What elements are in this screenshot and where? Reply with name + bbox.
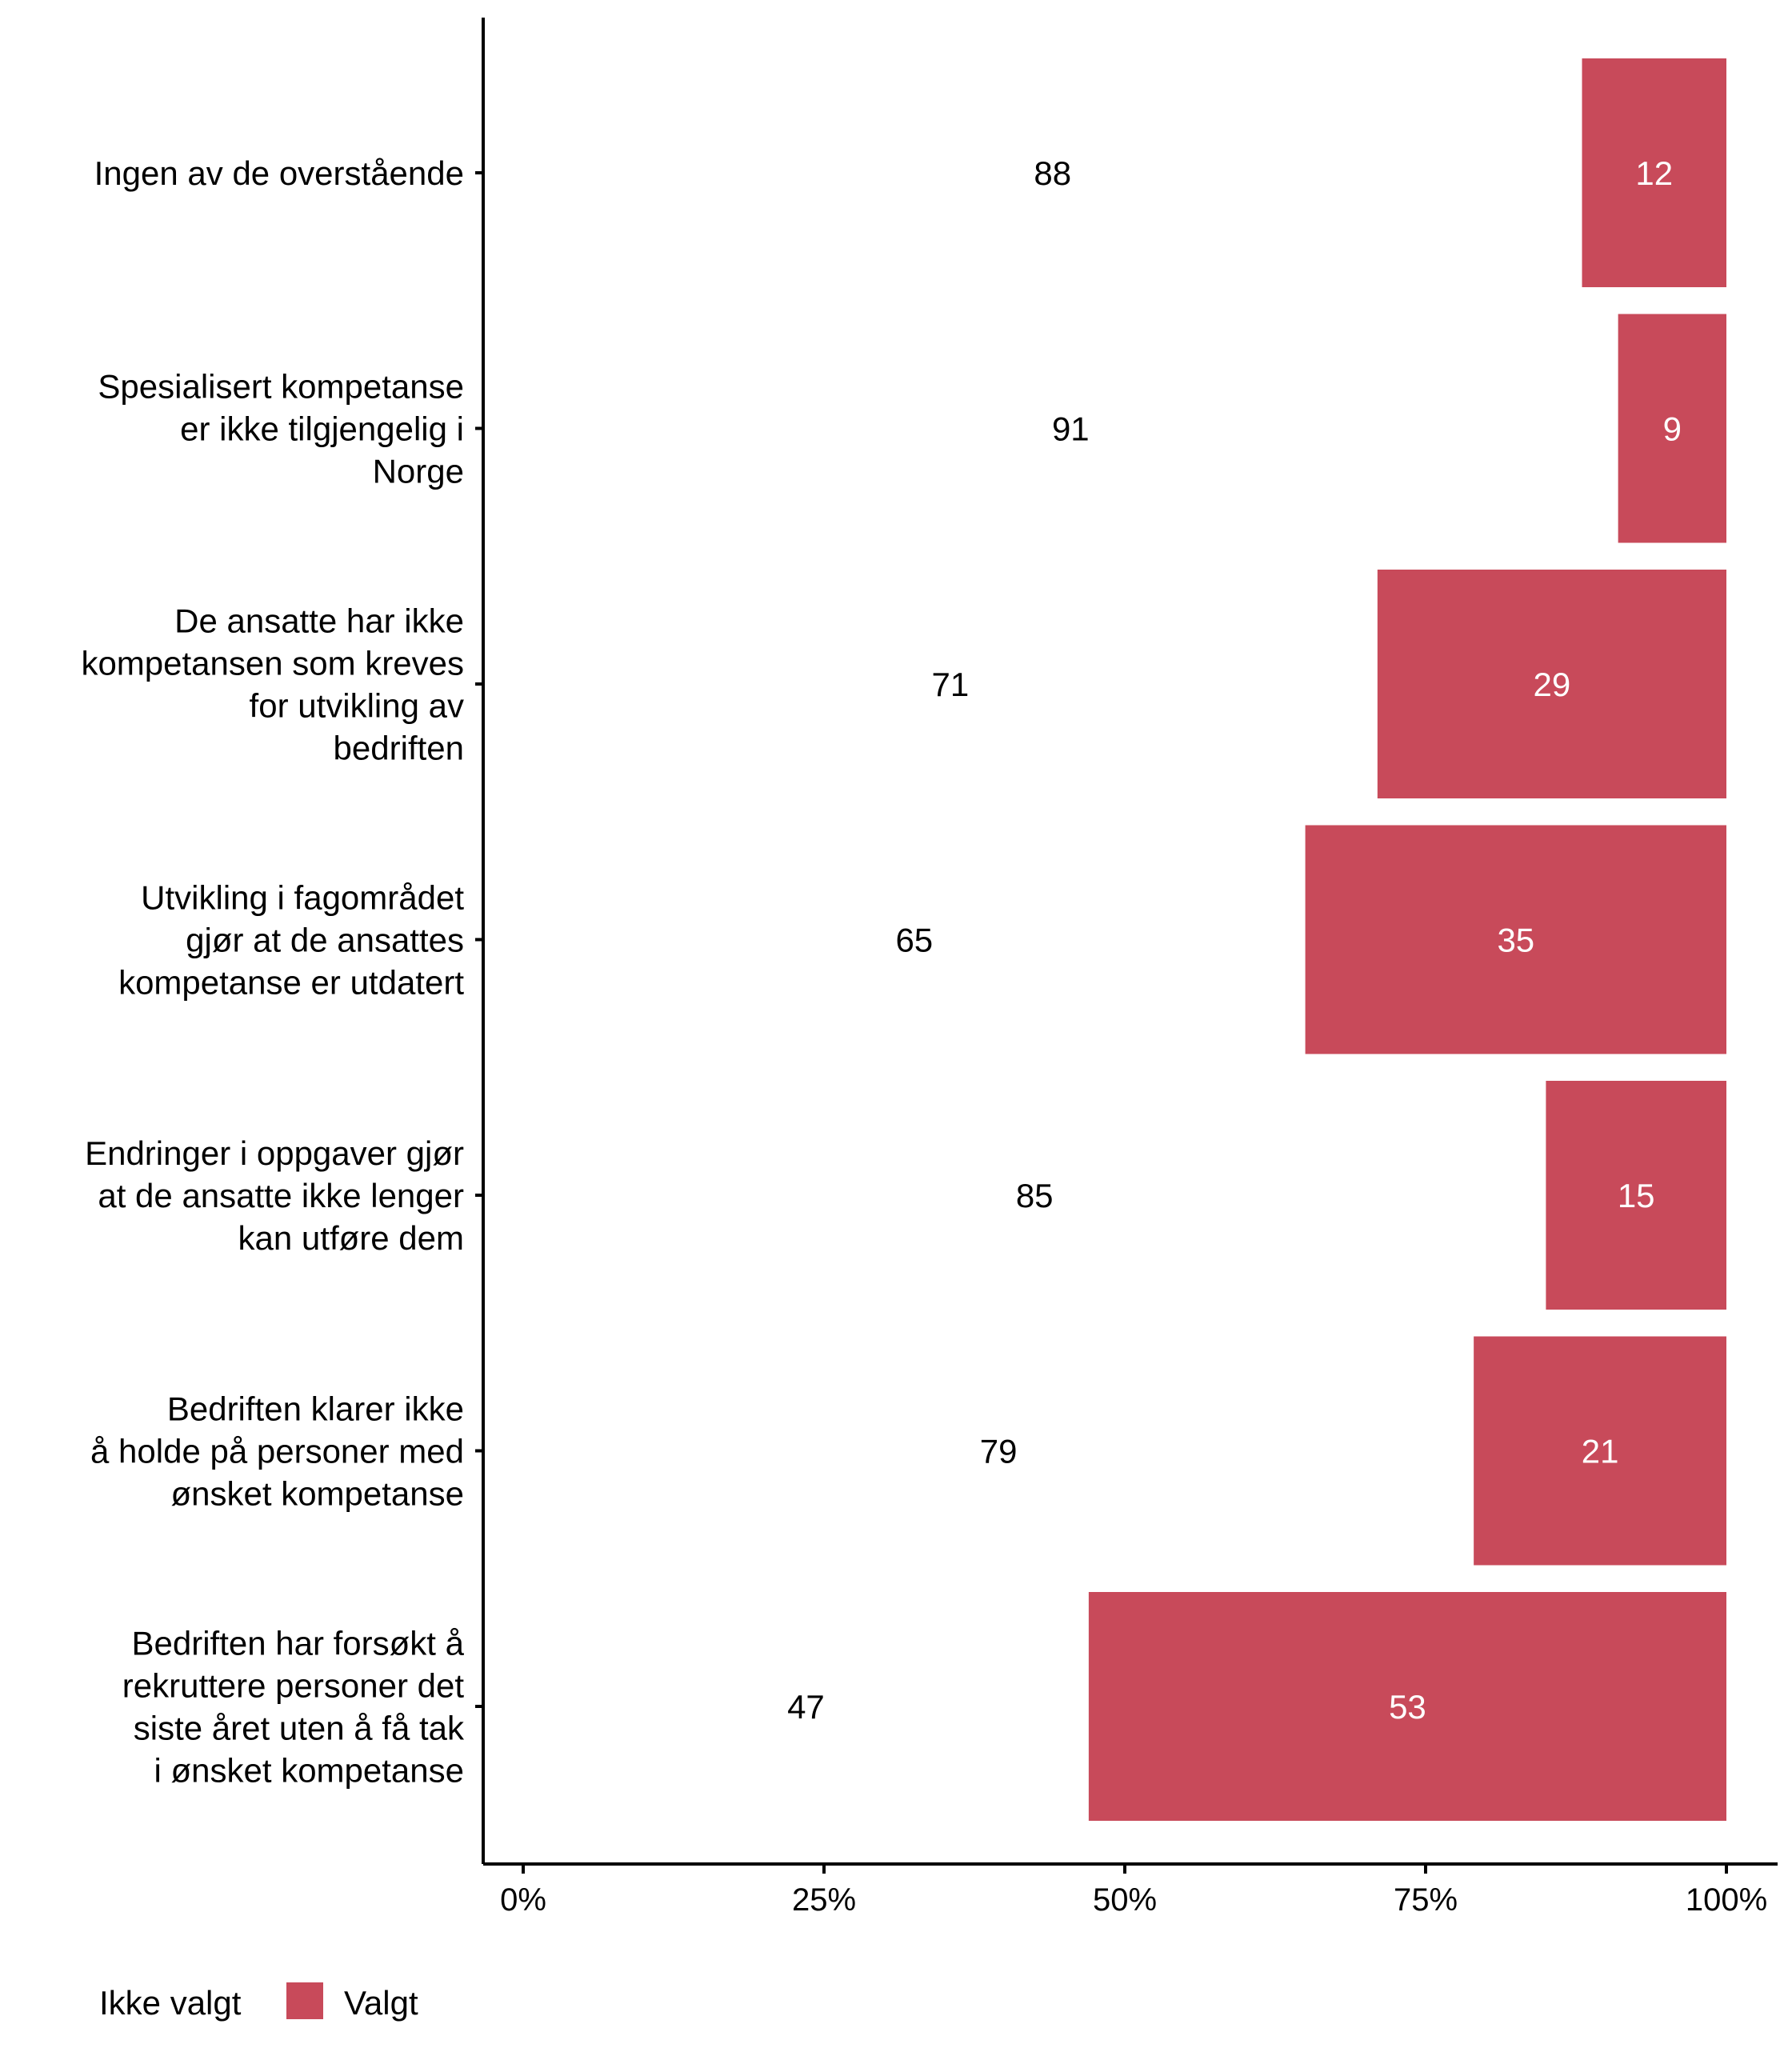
x-tick-label-0: 0%	[500, 1882, 546, 1918]
value-label-ikke-valgt-2: 71	[932, 666, 970, 703]
legend-title-label: Ikke valgt	[99, 1984, 242, 2022]
bar-valgt-2	[1377, 570, 1726, 798]
category-label-5: Bedriften klarer ikke å holde på personer…	[90, 1390, 464, 1513]
x-tick-label-1: 25%	[792, 1882, 856, 1918]
category-label-3: Utvikling i fagområdet gjør at de ansatte…	[118, 879, 464, 1002]
category-label-6: Bedriften har forsøkt å rekruttere person…	[122, 1625, 465, 1790]
value-label-valgt-0: 12	[1635, 154, 1673, 192]
value-label-ikke-valgt-4: 85	[1016, 1177, 1054, 1214]
legend: Ikke valgt Valgt	[99, 1982, 418, 2022]
value-label-ikke-valgt-6: 47	[787, 1688, 825, 1726]
x-tick-label-4: 100%	[1686, 1882, 1767, 1918]
bar-valgt-6	[1088, 1592, 1726, 1821]
legend-label-valgt: Valgt	[344, 1984, 418, 2022]
bar-valgt-5	[1474, 1336, 1726, 1566]
value-label-ikke-valgt-1: 91	[1052, 410, 1090, 448]
bars-layer: 88 12 91 9 71 29 65 35 85 15 79 21 47 53	[787, 58, 1726, 1821]
legend-swatch-valgt	[286, 1982, 323, 2019]
category-label-2: De ansatte har ikke kompetansen som kreve…	[81, 602, 464, 767]
bar-valgt-1	[1618, 314, 1726, 543]
category-label-4: Endringer i oppgaver gjør at de ansatte i…	[85, 1134, 464, 1257]
x-tick-label-3: 75%	[1394, 1882, 1458, 1918]
x-axis-ticks: 0% 25% 50% 75% 100%	[500, 1864, 1767, 1918]
bar-valgt-0	[1582, 58, 1726, 287]
x-tick-label-2: 50%	[1093, 1882, 1157, 1918]
value-label-ikke-valgt-5: 79	[980, 1433, 1018, 1470]
value-label-valgt-6: 53	[1389, 1688, 1426, 1726]
value-label-valgt-4: 15	[1618, 1177, 1655, 1214]
category-labels: Ingen av de overstående Spesialisert komp…	[81, 154, 483, 1790]
category-label-0: Ingen av de overstående	[94, 154, 464, 192]
value-label-valgt-2: 29	[1534, 666, 1571, 703]
category-label-1: Spesialisert kompetanse er ikke tilgjenge…	[98, 368, 464, 490]
value-label-valgt-3: 35	[1497, 922, 1534, 959]
bar-valgt-4	[1546, 1081, 1726, 1310]
value-label-valgt-1: 9	[1663, 410, 1682, 448]
bar-valgt-3	[1305, 825, 1726, 1054]
value-label-ikke-valgt-0: 88	[1034, 154, 1071, 192]
value-label-valgt-5: 21	[1582, 1433, 1619, 1470]
value-label-ikke-valgt-3: 65	[895, 922, 933, 959]
